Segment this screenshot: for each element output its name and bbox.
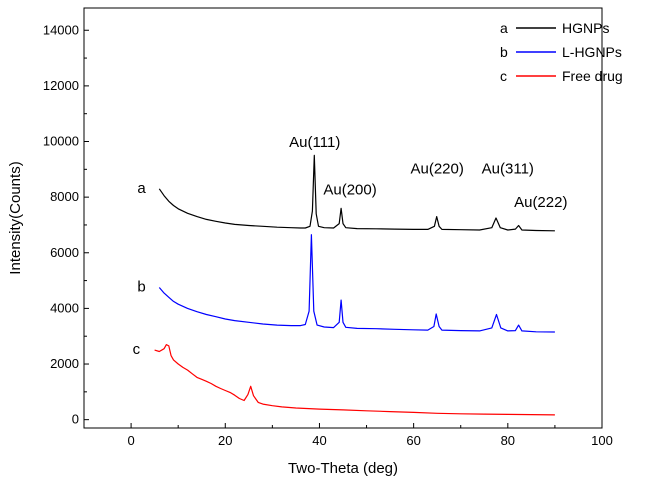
legend: a HGNPs b L-HGNPs c Free drug: [500, 20, 623, 84]
series-line-free-drug: [154, 344, 555, 416]
series-line-l-hgnps: [158, 234, 555, 333]
curve-tag-c: c: [133, 341, 141, 358]
peak-label: Au(111): [289, 134, 340, 151]
x-tick-label: 100: [591, 433, 613, 448]
peak-annotations: Au(111) Au(200) Au(220) Au(311) Au(222): [289, 134, 567, 211]
legend-label: L-HGNPs: [562, 44, 622, 60]
peak-label: Au(220): [410, 160, 463, 177]
y-tick-label: 10000: [43, 134, 79, 149]
x-axis-title: Two-Theta (deg): [288, 460, 398, 477]
y-tick-label: 0: [72, 412, 79, 427]
y-axis-title: Intensity(Counts): [7, 161, 24, 274]
y-tick-label: 12000: [43, 78, 79, 93]
peak-label: Au(222): [514, 194, 567, 211]
y-tick-label: 2000: [50, 356, 79, 371]
series-layer: [154, 154, 555, 416]
y-tick-label: 4000: [50, 300, 79, 315]
x-tick-label: 40: [312, 433, 326, 448]
legend-key: c: [500, 68, 507, 84]
y-tick-label: 6000: [50, 245, 79, 260]
curve-tag-a: a: [137, 180, 146, 197]
peak-label: Au(311): [482, 160, 534, 177]
x-tick-label: 80: [501, 433, 515, 448]
x-tick-label: 60: [406, 433, 420, 448]
peak-label: Au(200): [323, 181, 376, 198]
curve-tag-b: b: [137, 279, 145, 296]
curve-tags: a b c: [133, 180, 147, 358]
y-tick-label: 14000: [43, 22, 79, 37]
series-line-hgnps: [158, 154, 555, 232]
plot-frame: [83, 7, 603, 429]
x-tick-label: 0: [127, 433, 134, 448]
x-axis: 0 20 40 60 80 100: [83, 423, 613, 448]
legend-label: HGNPs: [562, 20, 609, 36]
legend-key: a: [500, 20, 508, 36]
legend-label: Free drug: [562, 68, 623, 84]
x-tick-label: 20: [218, 433, 232, 448]
y-axis: 0 2000 4000 6000 8000 10000 12000 14000: [43, 22, 89, 427]
y-tick-label: 8000: [50, 189, 79, 204]
legend-key: b: [500, 44, 508, 60]
